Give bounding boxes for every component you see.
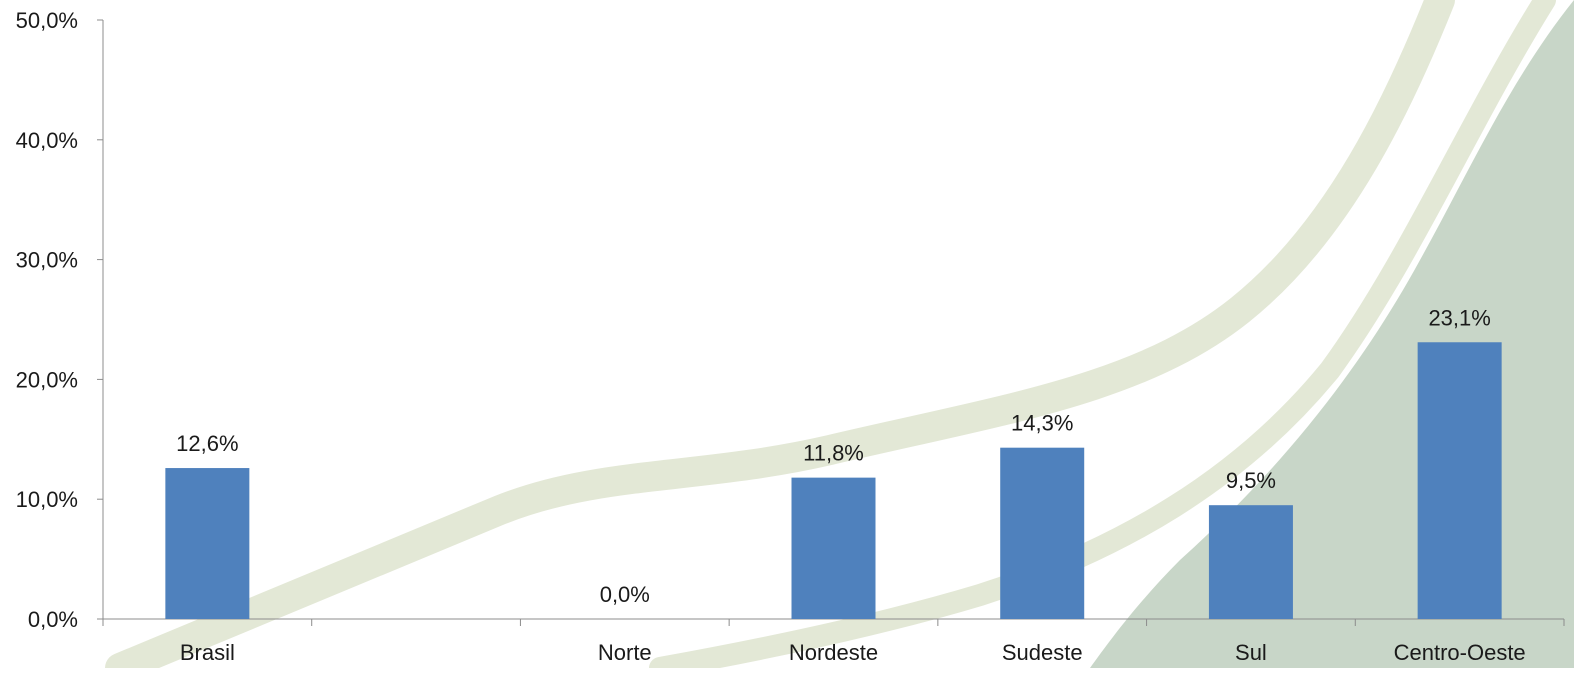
data-label: 9,5% [1226,468,1276,493]
bar-centro-oeste [1417,342,1502,619]
y-tick-label: 10,0% [16,487,78,512]
bar-sul [1208,505,1293,619]
bar-brasil [165,468,250,619]
x-tick-label: Sul [1235,640,1267,665]
x-tick-label: Nordeste [789,640,878,665]
y-tick-label: 0,0% [28,607,78,632]
x-tick-label: Norte [598,640,652,665]
bar-sudeste [1000,447,1085,619]
y-tick-label: 20,0% [16,367,78,392]
swoosh-lower-band [649,0,1556,673]
data-label: 14,3% [1011,411,1073,436]
y-tick-label: 30,0% [16,248,78,273]
y-tick-label: 40,0% [16,128,78,153]
data-label: 0,0% [600,582,650,607]
x-tick-label: Sudeste [1002,640,1083,665]
y-tick-label: 50,0% [16,8,78,33]
bars [165,342,1502,619]
x-tick-label: Brasil [180,640,235,665]
swoosh-upper-band [105,0,1455,673]
x-tick-label: Centro-Oeste [1394,640,1526,665]
data-label: 23,1% [1428,305,1490,330]
labels: 0,0% 10,0% 20,0% 30,0% 40,0% 50,0% 12,6% Brasil… [16,8,1526,665]
data-label: 11,8% [803,441,864,466]
bar-nordeste [791,477,876,619]
data-label: 12,6% [176,431,238,456]
